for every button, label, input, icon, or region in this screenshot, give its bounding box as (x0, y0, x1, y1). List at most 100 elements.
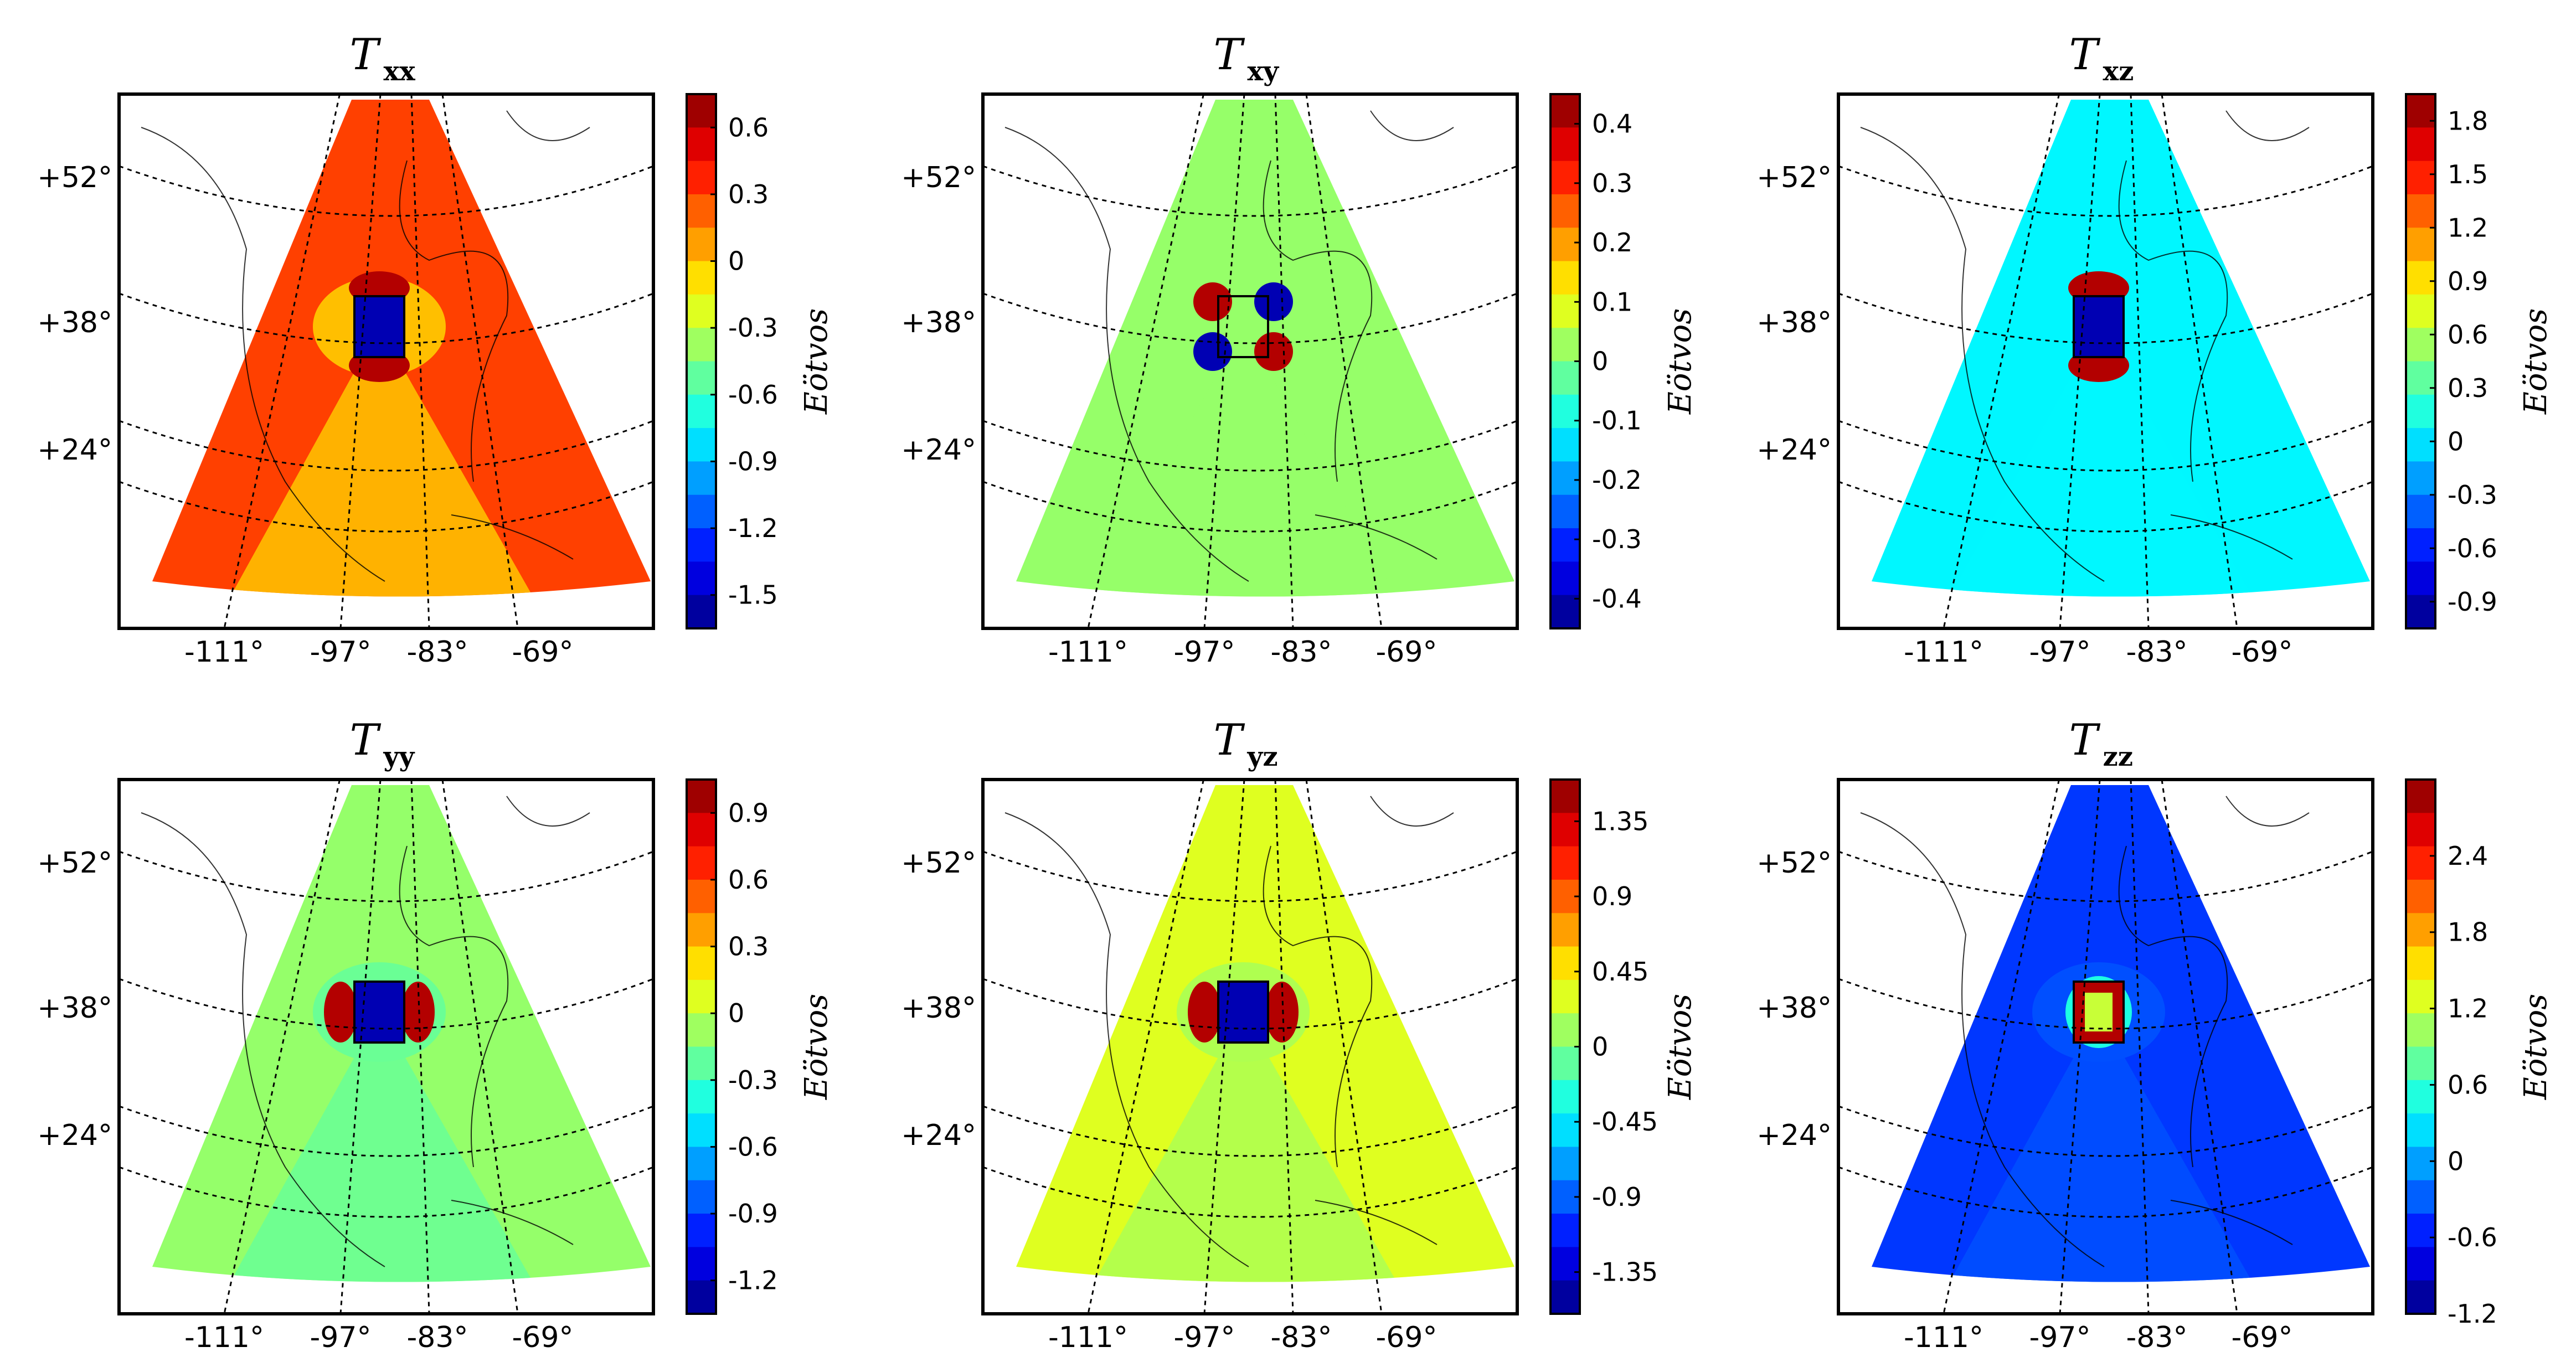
meridian-line (410, 94, 430, 628)
colorbar-segment (687, 780, 716, 814)
colorbar-segment (1550, 1113, 1580, 1148)
colorbar-segment (1550, 161, 1580, 195)
colorbar-segment (687, 394, 716, 429)
parallel-line (983, 850, 1517, 902)
colorbar-segment (2406, 1280, 2435, 1314)
map-area (119, 780, 653, 1314)
longitude-tick-label: -97° (2029, 1321, 2091, 1352)
colorbar-tick-label: -1.5 (728, 580, 778, 610)
colorbar-segment (687, 461, 716, 496)
meridian-line (1203, 94, 1245, 628)
colorbar-tick-label: 0 (1592, 1032, 1608, 1062)
source-outline (353, 981, 405, 1044)
source-outline (353, 295, 405, 358)
longitude-tick-label: -69° (1376, 1321, 1438, 1352)
colorbar-segment (2406, 328, 2435, 362)
source-outline (1217, 295, 1269, 358)
latitude-tick-label: +38° (1756, 992, 1832, 1025)
colorbar-tick-label: 0.3 (728, 179, 769, 209)
longitude-tick-label: -111° (1048, 636, 1128, 669)
colorbar-segment (2406, 946, 2435, 981)
parallel-line (119, 481, 653, 533)
colorbar-tick-label: 0.9 (2448, 266, 2488, 296)
colorbar-segment (1550, 813, 1580, 847)
colorbar-tick-label: -0.6 (2448, 533, 2497, 563)
colorbar-segment (1550, 846, 1580, 880)
colorbar-tick-label: 0.1 (1592, 287, 1632, 317)
field-band (202, 327, 562, 597)
anomaly-lobe (324, 982, 357, 1043)
colorbar-segment (2406, 261, 2435, 295)
panel-title-subscript: yy (383, 741, 416, 772)
field-band (1921, 1012, 2281, 1282)
latitude-tick-label: +52° (1756, 847, 1832, 880)
panel-title: T (349, 30, 381, 80)
anomaly-lobe (1254, 332, 1293, 371)
map-frame (981, 778, 1519, 1315)
colorbar-tick-label: 0.9 (728, 798, 769, 828)
map-frame (117, 778, 655, 1315)
anomaly-core (354, 982, 404, 1043)
anomaly-lobe (1188, 982, 1221, 1043)
colorbar-segment (2406, 394, 2435, 429)
parallel-line (983, 1105, 1517, 1157)
colorbar-segment (687, 1147, 716, 1181)
longitude-tick-label: -69° (512, 636, 574, 669)
colorbar-tick-label: -1.35 (1592, 1257, 1658, 1287)
colorbar-segment (687, 561, 716, 596)
colorbar-segment (687, 127, 716, 162)
colorbar-tick-label: 1.35 (1592, 806, 1648, 836)
colorbar-segment (1550, 946, 1580, 981)
colorbar-segment (2406, 228, 2435, 262)
longitude-tick-label: -97° (2029, 636, 2091, 669)
colorbar-segment (2406, 1214, 2435, 1248)
colorbar-segment (1550, 595, 1580, 629)
colorbar-label: Eötvos (798, 994, 834, 1100)
colorbar-segment (2406, 913, 2435, 947)
panel-title-subscript: yz (1247, 741, 1278, 772)
colorbar-segment (687, 228, 716, 262)
parallel-line (119, 978, 653, 1030)
meridian-line (223, 780, 341, 1314)
longitude-tick-label: -83° (2126, 1321, 2188, 1352)
colorbar-segment (687, 528, 716, 563)
meridian-line (2059, 94, 2101, 628)
colorbar-tick-label: -0.9 (728, 1199, 778, 1229)
colorbar-segment (1550, 1080, 1580, 1114)
colorbar-tick-label: 1.8 (2448, 106, 2488, 136)
colorbar-tick-label: 1.8 (2448, 917, 2488, 947)
colorbar-segment (1550, 361, 1580, 395)
longitude-tick-label: -83° (2126, 636, 2188, 669)
colorbar-frame (2405, 778, 2436, 1315)
longitude-tick-label: -111° (1048, 1321, 1128, 1352)
colorbar-segment (687, 595, 716, 629)
colorbar-segment (2406, 1247, 2435, 1281)
meridian-line (2059, 780, 2101, 1314)
field-band (202, 1012, 562, 1282)
map-frame (117, 92, 655, 630)
colorbar-segment (2406, 1013, 2435, 1047)
coastline (141, 796, 590, 1267)
colorbar-frame (686, 93, 717, 629)
map-area (119, 94, 653, 628)
parallel-line (1838, 165, 2373, 217)
longitude-tick-label: -83° (407, 1321, 468, 1352)
latitude-tick-label: +52° (901, 847, 976, 880)
colorbar-segment (687, 194, 716, 229)
colorbar-segment (687, 161, 716, 195)
colorbar-segment (1550, 979, 1580, 1014)
panel-title-subscript: zz (2103, 741, 2134, 772)
meridian-line (2161, 94, 2238, 628)
colorbar-segment (1550, 94, 1580, 128)
latitude-tick-label: +52° (901, 161, 976, 194)
map-area (1838, 94, 2373, 628)
anomaly-lobe (1193, 332, 1232, 371)
colorbar-segment (2406, 461, 2435, 496)
parallel-line (1838, 978, 2373, 1030)
colorbar-segment (687, 428, 716, 462)
meridian-line (1305, 94, 1383, 628)
